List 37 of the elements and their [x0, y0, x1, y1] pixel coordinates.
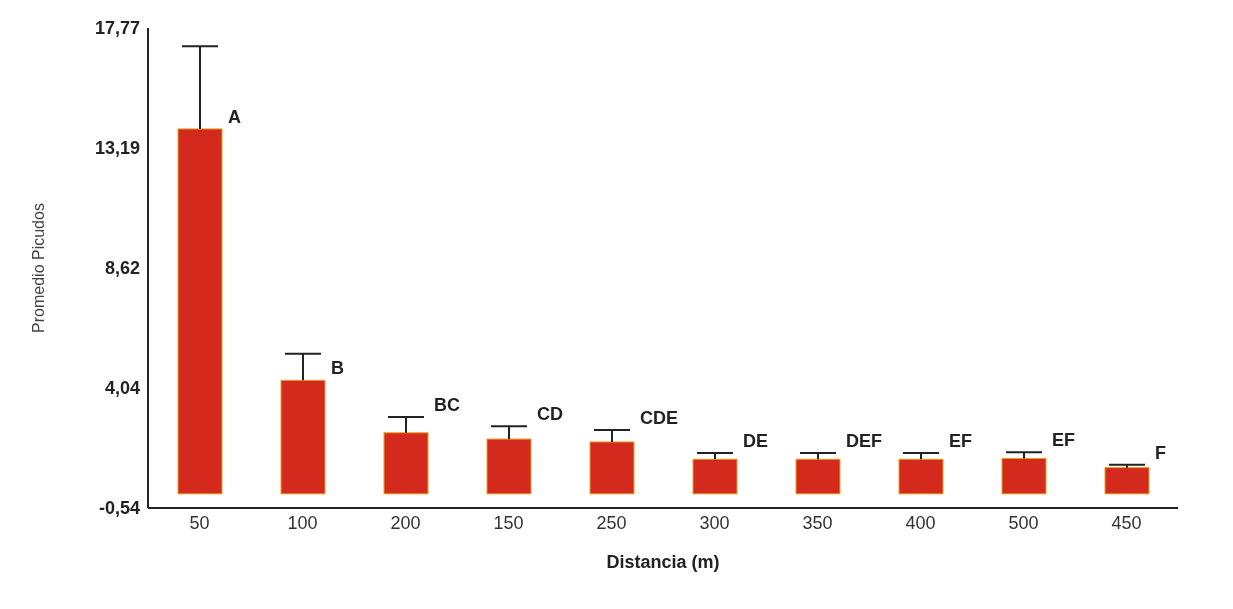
bar: [280, 379, 326, 495]
y-tick-label: 17,77: [94, 18, 140, 39]
x-tick-label: 200: [390, 512, 421, 533]
y-tick-label: 8,62: [104, 258, 140, 279]
bar: [589, 441, 635, 495]
x-tick-label: 300: [699, 512, 730, 533]
annotation: DE: [743, 430, 769, 451]
annotation: EF: [949, 430, 973, 451]
x-tick-label: 150: [493, 512, 524, 533]
y-axis-title: Promedio Picudos: [29, 203, 47, 333]
annotation: CDE: [640, 407, 679, 428]
annotation: BC: [434, 395, 460, 416]
annotation: CD: [537, 404, 563, 425]
bar: [692, 458, 738, 495]
bar: [486, 438, 532, 495]
bar: [383, 432, 429, 495]
x-axis-title: Distancia (m): [606, 552, 720, 572]
x-tick-label: 50: [189, 512, 210, 533]
x-tick-label: 400: [905, 512, 936, 533]
annotation: B: [331, 358, 344, 379]
x-tick-label: 350: [802, 512, 833, 533]
y-tick-label: -0,54: [98, 498, 140, 519]
annotation: EF: [1052, 430, 1076, 451]
annotation: A: [228, 106, 241, 127]
x-tick-label: 250: [596, 512, 627, 533]
bar: [898, 458, 944, 495]
bar: [795, 458, 841, 495]
bar: [1104, 467, 1150, 495]
bar: [1001, 457, 1047, 495]
y-tick-label: 13,19: [94, 138, 140, 159]
x-tick-label: 450: [1111, 512, 1142, 533]
annotation: F: [1155, 442, 1166, 463]
annotation: DEF: [846, 430, 882, 451]
bar: [177, 128, 223, 495]
x-tick-label: 100: [287, 512, 318, 533]
y-tick-label: 4,04: [104, 378, 140, 399]
x-tick-label: 500: [1008, 512, 1039, 533]
